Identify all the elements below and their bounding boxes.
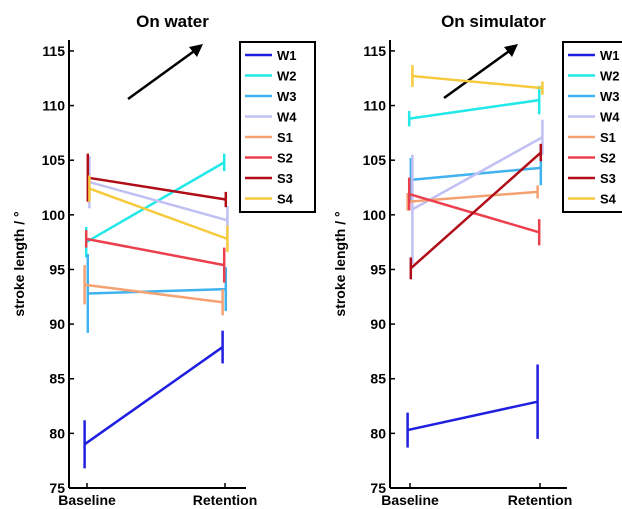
y-tick-label: 110 (42, 98, 65, 114)
y-tick-label: 100 (42, 207, 66, 223)
y-tick-label: 100 (363, 207, 387, 223)
series-w2 (407, 85, 541, 127)
y-tick-label: 75 (370, 480, 386, 496)
y-tick-label: 90 (49, 316, 65, 332)
y-tick-label: 105 (363, 152, 387, 168)
legend-label: W3 (600, 89, 620, 104)
series-s4 (88, 175, 229, 252)
y-tick-label: 80 (49, 425, 65, 441)
legend-label: W4 (600, 110, 620, 125)
trend-arrow-head (504, 44, 518, 57)
series-line (411, 136, 544, 211)
series-s2 (84, 230, 226, 283)
series-line (412, 74, 543, 90)
panel-2: On simulator 75 80 85 90 95 100 105 110 115 Baseli… (332, 12, 622, 508)
series-w1 (83, 330, 224, 469)
series-line (89, 180, 228, 222)
series-line (85, 237, 225, 267)
series-line (409, 151, 542, 270)
legend-box (239, 41, 316, 213)
chart-title: On simulator (441, 12, 546, 31)
series-s1 (83, 265, 224, 316)
series-line (87, 176, 226, 201)
y-tick-label: 115 (42, 43, 65, 59)
legend: W1 W2 W3 W4 S1 S2 S3 S4 (562, 41, 622, 213)
legend-label: S2 (600, 151, 616, 166)
legend-label: S1 (277, 130, 293, 145)
y-axis-label: stroke length / ° (332, 211, 348, 316)
y-tick-label: 110 (363, 98, 386, 114)
legend-label: W3 (277, 89, 297, 104)
legend-label: W2 (600, 69, 620, 84)
series-w3 (86, 254, 228, 333)
series-line (409, 98, 540, 120)
series-line (84, 283, 223, 304)
y-tick-label: 95 (370, 261, 386, 277)
y-tick-label: 75 (49, 480, 65, 496)
y-tick-label: 85 (49, 371, 65, 387)
series-s4 (411, 65, 544, 95)
series-line (83, 346, 224, 446)
series-line (88, 187, 228, 241)
trend-arrow-shaft (443, 47, 513, 100)
y-tick-label: 90 (370, 316, 386, 332)
series-line (85, 161, 225, 244)
legend-label: S2 (277, 151, 293, 166)
panel-1: On water 75 80 85 90 95 100 105 110 115 Baseline Re… (11, 12, 316, 508)
legend-label: W2 (277, 69, 297, 84)
x-tick-label: Baseline (58, 492, 116, 508)
x-tick-label: Retention (508, 492, 573, 508)
series-line (87, 287, 226, 295)
legend-label: W1 (277, 48, 297, 63)
series-s1 (406, 185, 539, 211)
legend-label: W4 (277, 110, 297, 125)
series-line (407, 400, 538, 432)
x-tick-label: Retention (193, 492, 258, 508)
series-s3 (409, 143, 543, 280)
y-tick-label: 80 (370, 425, 386, 441)
x-tick-label: Baseline (381, 492, 439, 508)
legend-label: W1 (600, 48, 620, 63)
series-w1 (406, 364, 539, 448)
trend-arrow-shaft (127, 47, 198, 101)
legend-label: S3 (600, 171, 616, 186)
y-tick-label: 95 (49, 261, 65, 277)
y-axis-label: stroke length / ° (11, 211, 27, 316)
series-w4 (411, 119, 544, 264)
y-tick-label: 105 (42, 152, 66, 168)
legend-label: S3 (277, 171, 293, 186)
y-tick-label: 85 (370, 371, 386, 387)
trend-arrow-head (189, 44, 203, 57)
legend-box (562, 41, 622, 213)
y-tick-label: 115 (363, 43, 386, 59)
legend-label: S4 (277, 192, 294, 207)
legend-label: S4 (600, 192, 617, 207)
series-s3 (86, 153, 228, 208)
legend: W1 W2 W3 W4 S1 S2 S3 S4 (239, 41, 316, 213)
legend-label: S1 (600, 130, 616, 145)
chart-title: On water (136, 12, 209, 31)
